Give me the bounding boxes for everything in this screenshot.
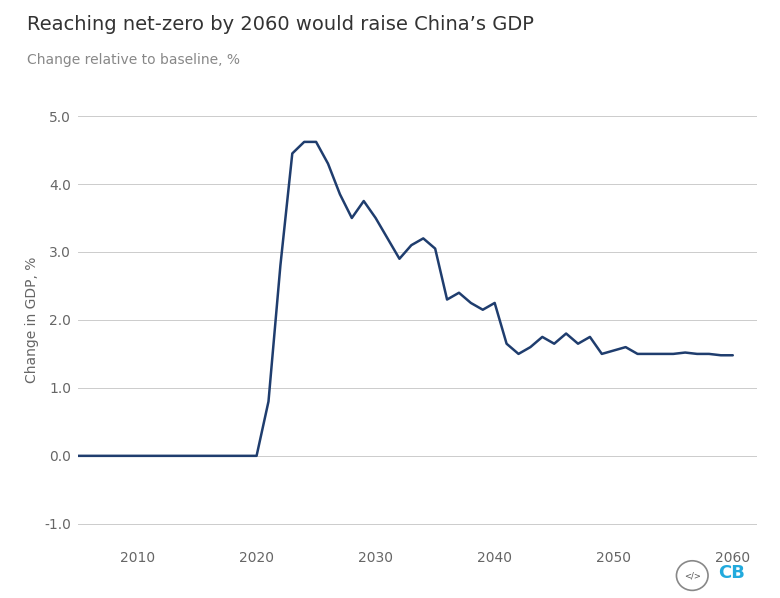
Text: Reaching net-zero by 2060 would raise China’s GDP: Reaching net-zero by 2060 would raise Ch… xyxy=(27,15,534,34)
Text: </>: </> xyxy=(684,571,700,580)
Y-axis label: Change in GDP, %: Change in GDP, % xyxy=(25,257,39,383)
Text: CB: CB xyxy=(718,565,745,582)
Text: Change relative to baseline, %: Change relative to baseline, % xyxy=(27,53,240,66)
